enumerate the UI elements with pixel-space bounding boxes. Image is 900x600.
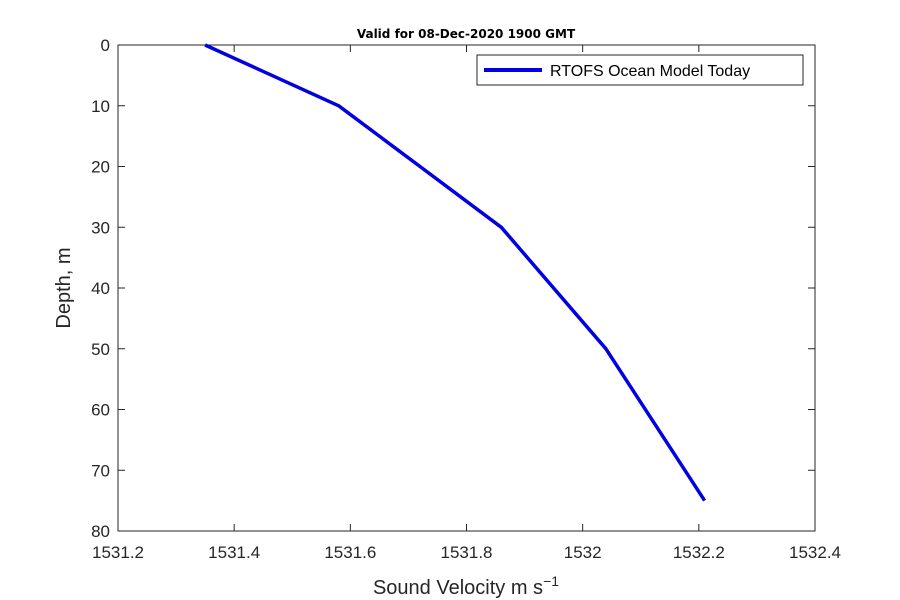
series-layer [204,43,707,502]
x-tick-label: 1531.2 [92,543,144,562]
x-axis-label-exponent: −1 [543,573,559,589]
x-axis: 1531.2 1531.4 1531.6 1531.8 1532 1532.2 1532.4 [92,45,841,562]
y-tick-label: 20 [91,158,110,177]
y-axis-label: Depth, m [53,247,75,328]
y-tick-label: 80 [91,522,110,541]
x-tick-label: 1531.4 [208,543,260,562]
y-tick-label: 0 [101,36,110,55]
series-line-0 [204,43,707,502]
x-axis-label-text: Sound Velocity m s [373,577,543,599]
y-tick-label: 60 [91,401,110,420]
x-tick-label: 1531.8 [441,543,493,562]
y-tick-label: 50 [91,340,110,359]
x-tick-label: 1532.2 [673,543,725,562]
legend: RTOFS Ocean Model Today [476,54,804,86]
x-axis-label: Sound Velocity m s−1 [373,573,559,599]
x-tick-label: 1532.4 [789,543,841,562]
chart-title: Valid for 08-Dec-2020 1900 GMT [357,27,576,41]
x-tick-label: 1532 [564,543,602,562]
y-tick-label: 40 [91,279,110,298]
x-tick-label: 1531.6 [324,543,376,562]
y-tick-label: 70 [91,461,110,480]
y-tick-label: 30 [91,218,110,237]
y-axis: 0 10 20 30 40 50 60 70 80 [91,36,815,541]
plot-area [117,44,816,532]
legend-label: RTOFS Ocean Model Today [550,63,750,80]
y-tick-label: 10 [91,97,110,116]
